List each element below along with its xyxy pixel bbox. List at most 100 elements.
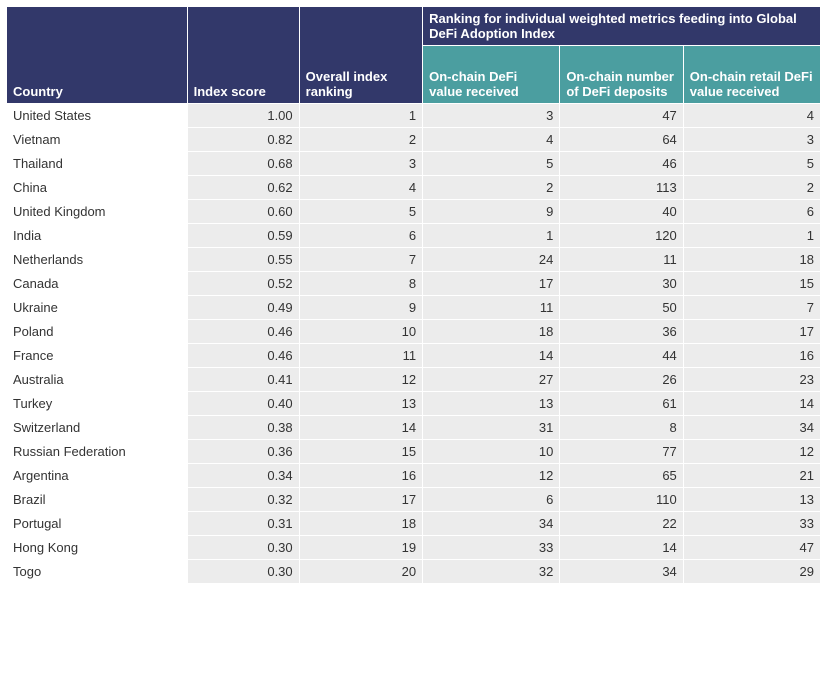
cell-index-score: 0.38	[187, 416, 299, 440]
cell-country: Switzerland	[7, 416, 188, 440]
cell-country: Brazil	[7, 488, 188, 512]
cell-m1: 34	[423, 512, 560, 536]
cell-m3: 5	[683, 152, 820, 176]
cell-country: Netherlands	[7, 248, 188, 272]
table-row: Netherlands0.557241118	[7, 248, 821, 272]
col-header-m2: On-chain number of DeFi deposits	[560, 46, 683, 104]
table-row: Canada0.528173015	[7, 272, 821, 296]
cell-index-score: 0.55	[187, 248, 299, 272]
cell-m2: 47	[560, 104, 683, 128]
cell-index-score: 0.49	[187, 296, 299, 320]
cell-country: Russian Federation	[7, 440, 188, 464]
cell-index-score: 0.62	[187, 176, 299, 200]
cell-index-score: 0.41	[187, 368, 299, 392]
cell-m3: 34	[683, 416, 820, 440]
cell-country: Thailand	[7, 152, 188, 176]
cell-overall-rank: 20	[299, 560, 422, 584]
cell-country: Ukraine	[7, 296, 188, 320]
cell-m1: 4	[423, 128, 560, 152]
cell-m1: 31	[423, 416, 560, 440]
cell-m3: 16	[683, 344, 820, 368]
cell-overall-rank: 7	[299, 248, 422, 272]
cell-m1: 1	[423, 224, 560, 248]
cell-country: Portugal	[7, 512, 188, 536]
col-header-country: Country	[7, 7, 188, 104]
cell-m3: 4	[683, 104, 820, 128]
cell-m1: 2	[423, 176, 560, 200]
cell-overall-rank: 1	[299, 104, 422, 128]
cell-index-score: 0.46	[187, 320, 299, 344]
cell-m3: 33	[683, 512, 820, 536]
col-header-metrics-group: Ranking for individual weighted metrics …	[423, 7, 821, 46]
cell-m3: 29	[683, 560, 820, 584]
cell-country: Australia	[7, 368, 188, 392]
cell-m2: 11	[560, 248, 683, 272]
cell-m2: 50	[560, 296, 683, 320]
cell-overall-rank: 4	[299, 176, 422, 200]
cell-index-score: 0.59	[187, 224, 299, 248]
col-header-m1: On-chain DeFi value received	[423, 46, 560, 104]
table-row: India0.59611201	[7, 224, 821, 248]
cell-m3: 15	[683, 272, 820, 296]
cell-overall-rank: 14	[299, 416, 422, 440]
table-row: France0.4611144416	[7, 344, 821, 368]
table-header: Country Index score Overall index rankin…	[7, 7, 821, 104]
cell-m2: 8	[560, 416, 683, 440]
cell-index-score: 0.31	[187, 512, 299, 536]
cell-m1: 27	[423, 368, 560, 392]
cell-country: France	[7, 344, 188, 368]
cell-m2: 34	[560, 560, 683, 584]
cell-index-score: 0.52	[187, 272, 299, 296]
cell-m1: 11	[423, 296, 560, 320]
cell-index-score: 0.32	[187, 488, 299, 512]
table-row: Australia0.4112272623	[7, 368, 821, 392]
cell-m3: 18	[683, 248, 820, 272]
table-row: Brazil0.3217611013	[7, 488, 821, 512]
table-row: Thailand0.6835465	[7, 152, 821, 176]
cell-m2: 36	[560, 320, 683, 344]
cell-m1: 12	[423, 464, 560, 488]
cell-m2: 40	[560, 200, 683, 224]
table-row: United States1.0013474	[7, 104, 821, 128]
cell-country: United States	[7, 104, 188, 128]
cell-m2: 113	[560, 176, 683, 200]
cell-overall-rank: 2	[299, 128, 422, 152]
cell-m2: 120	[560, 224, 683, 248]
cell-overall-rank: 9	[299, 296, 422, 320]
cell-country: Hong Kong	[7, 536, 188, 560]
cell-m3: 2	[683, 176, 820, 200]
cell-m2: 110	[560, 488, 683, 512]
cell-m3: 3	[683, 128, 820, 152]
cell-index-score: 0.82	[187, 128, 299, 152]
cell-overall-rank: 17	[299, 488, 422, 512]
cell-m2: 61	[560, 392, 683, 416]
cell-country: Togo	[7, 560, 188, 584]
cell-m3: 6	[683, 200, 820, 224]
table-row: Russian Federation0.3615107712	[7, 440, 821, 464]
cell-overall-rank: 15	[299, 440, 422, 464]
cell-country: Poland	[7, 320, 188, 344]
cell-index-score: 0.40	[187, 392, 299, 416]
cell-index-score: 1.00	[187, 104, 299, 128]
cell-m2: 22	[560, 512, 683, 536]
table-row: Hong Kong0.3019331447	[7, 536, 821, 560]
cell-overall-rank: 8	[299, 272, 422, 296]
cell-m3: 13	[683, 488, 820, 512]
col-header-m3: On-chain retail DeFi value received	[683, 46, 820, 104]
table-row: Switzerland0.381431834	[7, 416, 821, 440]
cell-overall-rank: 10	[299, 320, 422, 344]
cell-m3: 7	[683, 296, 820, 320]
table-row: Poland0.4610183617	[7, 320, 821, 344]
cell-m3: 21	[683, 464, 820, 488]
table-body: United States1.0013474Vietnam0.8224643Th…	[7, 104, 821, 584]
cell-m2: 65	[560, 464, 683, 488]
cell-m2: 64	[560, 128, 683, 152]
cell-m1: 5	[423, 152, 560, 176]
cell-country: India	[7, 224, 188, 248]
table-row: Turkey0.4013136114	[7, 392, 821, 416]
cell-country: United Kingdom	[7, 200, 188, 224]
cell-index-score: 0.30	[187, 560, 299, 584]
table-row: United Kingdom0.6059406	[7, 200, 821, 224]
col-header-overall-rank: Overall index ranking	[299, 7, 422, 104]
cell-m1: 24	[423, 248, 560, 272]
